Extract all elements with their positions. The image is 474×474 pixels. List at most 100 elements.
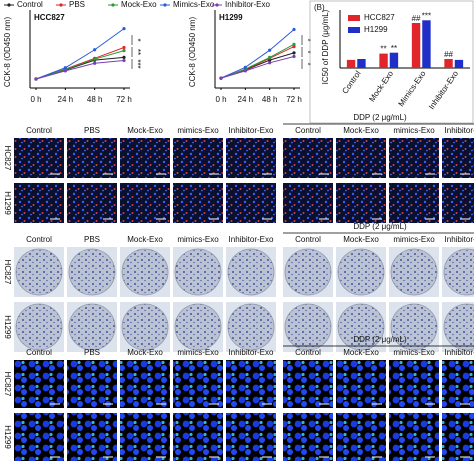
significance: ** (380, 45, 386, 54)
plate-well (337, 248, 385, 296)
column-label: Control (26, 348, 52, 357)
x-tick-label: Mimics-Exo (397, 69, 428, 108)
bar (444, 59, 453, 68)
bar (454, 59, 464, 68)
panel-border (309, 0, 474, 124)
significance: ## (444, 50, 453, 59)
micrograph (67, 360, 117, 408)
legend-marker (59, 3, 63, 7)
column-label: Mock-Exo (127, 235, 163, 244)
micrograph (442, 413, 474, 461)
significance: * (133, 38, 142, 41)
micrograph (336, 413, 386, 461)
legend-label: Control (17, 0, 43, 9)
data-point (63, 66, 67, 70)
micrograph (283, 138, 333, 178)
x-tick-label: 48 h (262, 95, 278, 104)
micrograph (283, 360, 333, 408)
chart-title: H1299 (219, 13, 243, 22)
micrograph (336, 138, 386, 178)
plate-well (15, 303, 63, 351)
legend-label: HCC827 (364, 13, 395, 22)
plate-well (284, 303, 332, 351)
column-label: Inhibitor-Exo (229, 235, 274, 244)
data-point (268, 48, 272, 52)
row-label: H1299 (3, 315, 12, 339)
series-line (220, 43, 295, 79)
significance: *** (422, 11, 431, 20)
significance: ** (391, 44, 397, 53)
column-label: Control (26, 235, 52, 244)
column-label: Control (295, 348, 321, 357)
micrograph (120, 183, 170, 223)
x-tick-label: 0 h (30, 95, 41, 104)
micrograph (283, 183, 333, 223)
panel-label: (B) (314, 3, 325, 12)
column-label: mimics-Exo (177, 126, 219, 135)
column-label: Mock-Exo (343, 235, 379, 244)
group-label: DDP (2 μg/mL) (353, 222, 407, 231)
x-tick-label: Control (340, 69, 362, 95)
data-point (243, 69, 247, 73)
micrograph (67, 413, 117, 461)
data-point (34, 77, 38, 81)
column-label: Inhibitor-Exo (445, 348, 474, 357)
series-line (35, 50, 125, 80)
legend-label: PBS (69, 0, 85, 9)
x-tick-label: Mock-Exo (367, 69, 395, 104)
significance: ** (133, 49, 142, 55)
data-point (93, 48, 97, 52)
column-label: mimics-Exo (177, 235, 219, 244)
micrograph (173, 360, 223, 408)
data-point (292, 51, 296, 55)
plate-well (121, 303, 169, 351)
micrograph (173, 183, 223, 223)
legend-marker (111, 3, 115, 7)
legend-label: H1299 (364, 25, 388, 34)
micrograph (173, 413, 223, 461)
plate-well (68, 303, 116, 351)
bar (357, 59, 366, 68)
micrograph (283, 413, 333, 461)
column-label: Mock-Exo (343, 126, 379, 135)
data-point (122, 49, 126, 53)
legend-swatch (348, 15, 360, 21)
plate-well (121, 248, 169, 296)
legend-marker (215, 3, 219, 7)
data-point (93, 57, 97, 61)
x-tick-label: 24 h (58, 95, 74, 104)
data-point (122, 45, 126, 50)
column-label: Control (26, 126, 52, 135)
column-label: Control (295, 126, 321, 135)
micrograph (120, 413, 170, 461)
legend-label: Mimics-Exo (173, 0, 215, 9)
column-label: Inhibitor-Exo (229, 126, 274, 135)
column-label: PBS (84, 235, 100, 244)
chart-title: HCC827 (34, 13, 65, 22)
data-point (63, 69, 67, 73)
plate-well (15, 248, 63, 296)
micrograph (120, 360, 170, 408)
y-axis-label: CCK-8 (OD450 nm) (3, 17, 12, 88)
plate-well (390, 248, 438, 296)
micrograph (226, 413, 276, 461)
series-line (220, 56, 295, 79)
group-label: DDP (2 μg/mL) (353, 113, 407, 122)
micrograph (67, 138, 117, 178)
significance: *** (133, 59, 142, 68)
bar (422, 20, 431, 68)
y-axis-label: CCK-8 (OD450 nm) (188, 17, 197, 88)
column-label: mimics-Exo (393, 348, 435, 357)
bar (411, 23, 421, 68)
row-label: HC827 (3, 146, 12, 171)
significance: ## (412, 14, 421, 23)
series-line (220, 29, 295, 79)
column-label: Mock-Exo (343, 348, 379, 357)
micrograph (14, 183, 64, 223)
plate-well (174, 303, 222, 351)
bar (346, 59, 356, 68)
column-label: mimics-Exo (177, 348, 219, 357)
column-label: Inhibitor-Exo (445, 126, 474, 135)
micrograph (442, 183, 474, 223)
row-label: HC827 (3, 372, 12, 397)
